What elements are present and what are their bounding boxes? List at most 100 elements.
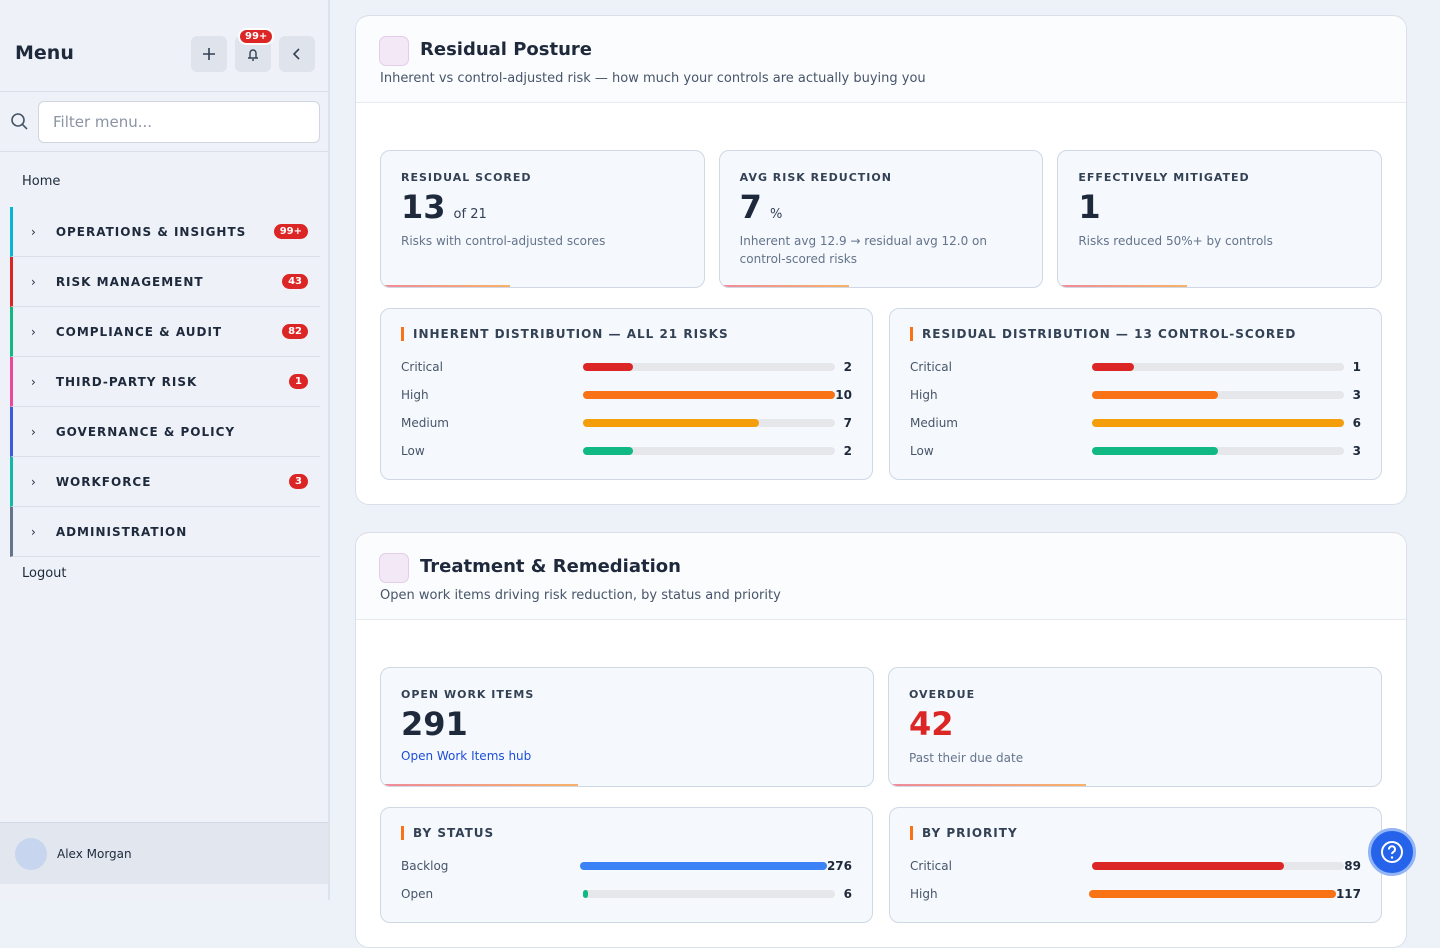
row-label: Medium xyxy=(401,416,449,430)
stat-label: OPEN WORK ITEMS xyxy=(401,688,535,701)
bar xyxy=(583,363,634,371)
stat-card: EFFECTIVELY MITIGATED 1 Risks reduced 50%+… xyxy=(1057,150,1383,288)
row-value: 276 xyxy=(826,859,852,873)
stat-value: 291 xyxy=(401,705,468,743)
stat-value: 7 xyxy=(739,188,762,226)
filter-input[interactable]: Filter menu... xyxy=(38,101,320,143)
row-label: Critical xyxy=(401,360,443,374)
bar xyxy=(583,391,835,399)
card-accent xyxy=(381,285,511,287)
panel-icon xyxy=(379,36,409,66)
bar xyxy=(1092,419,1344,427)
menu-section[interactable]: › RISK MANAGEMENT 43 xyxy=(10,257,320,307)
bar-track xyxy=(583,391,835,399)
help-icon xyxy=(1381,841,1403,863)
stat-note: Risks with control-adjusted scores xyxy=(401,234,606,248)
bar xyxy=(1092,363,1134,371)
section-badge: 99+ xyxy=(273,224,308,239)
distribution-row-item: High 3 xyxy=(910,381,1361,409)
bar-track xyxy=(583,419,835,427)
add-button[interactable] xyxy=(191,36,227,72)
bar-track xyxy=(1088,890,1336,898)
row-label: Critical xyxy=(910,360,952,374)
distribution-row-item: Medium 7 xyxy=(401,409,852,437)
bar-track xyxy=(579,862,827,870)
card-accent xyxy=(1058,285,1188,287)
notification-badge: 99+ xyxy=(238,28,275,45)
menu-section[interactable]: › WORKFORCE 3 xyxy=(10,457,320,507)
card-accent xyxy=(381,784,578,786)
section-badge: 3 xyxy=(289,474,308,489)
row-value: 117 xyxy=(1335,887,1361,901)
distribution-row-item: Low 2 xyxy=(401,437,852,465)
bar-track xyxy=(1092,391,1344,399)
stat-card: AVG RISK REDUCTION 7% Inherent avg 12.9 → … xyxy=(718,150,1044,288)
bell-icon xyxy=(248,49,258,61)
bar xyxy=(1092,447,1218,455)
stat-row: RESIDUAL SCORED 13 of 21 Risks with control… xyxy=(356,150,1406,288)
distribution-title: RESIDUAL DISTRIBUTION — 13 CONTROL-SCORE… xyxy=(910,327,1361,341)
row-label: Low xyxy=(401,444,425,458)
row-value: 6 xyxy=(1352,416,1361,430)
stat-note: Risks reduced 50%+ by controls xyxy=(1078,234,1273,248)
stat-suffix: of 21 xyxy=(453,207,487,222)
stat-value: 42 xyxy=(909,705,954,743)
distribution-row: INHERENT DISTRIBUTION — ALL 21 RISKS Crit… xyxy=(356,308,1406,480)
distribution-title: BY STATUS xyxy=(401,826,852,840)
row-value: 3 xyxy=(1352,388,1361,402)
distribution-row-item: Open 6 xyxy=(401,880,852,908)
distribution-row-item: Low 3 xyxy=(910,437,1361,465)
section-badge: 82 xyxy=(282,324,308,339)
search-row: Filter menu... xyxy=(0,92,328,152)
panel-header: Treatment & Remediation Open work items d… xyxy=(356,533,1406,620)
menu-section[interactable]: › GOVERNANCE & POLICY xyxy=(10,407,320,457)
collapse-button[interactable] xyxy=(279,36,315,72)
chevron: › xyxy=(31,374,36,389)
panel-title: Treatment & Remediation xyxy=(420,556,681,577)
card-accent xyxy=(889,784,1086,786)
stat-label: AVG RISK REDUCTION xyxy=(739,171,892,184)
help-button[interactable] xyxy=(1368,828,1416,876)
bar-track xyxy=(583,363,835,371)
section-label: GOVERNANCE & POLICY xyxy=(55,424,236,439)
stat-link[interactable]: Open Work Items hub xyxy=(401,749,532,763)
menu-section[interactable]: › COMPLIANCE & AUDIT 82 xyxy=(10,307,320,357)
bar-track xyxy=(1092,363,1344,371)
notifications-button[interactable]: 99+ xyxy=(235,28,275,72)
row-value: 1 xyxy=(1352,360,1361,374)
menu-section[interactable]: › ADMINISTRATION xyxy=(10,507,320,557)
avatar xyxy=(15,837,47,870)
menu-title: Menu xyxy=(15,42,74,64)
bar xyxy=(1092,391,1218,399)
plus-icon xyxy=(203,48,215,60)
stat-value-row: 13 of 21 xyxy=(401,188,684,226)
menu-section[interactable]: › THIRD-PARTY RISK 1 xyxy=(10,357,320,407)
sidebar-header: Menu 99+ xyxy=(0,0,328,92)
chevron: › xyxy=(31,424,36,439)
stat-note: Inherent avg 12.9 → residual avg 12.0 on… xyxy=(739,234,988,266)
menu-section[interactable]: › OPERATIONS & INSIGHTS 99+ xyxy=(10,207,320,257)
logout-link[interactable]: Logout xyxy=(22,566,67,581)
distribution-card: RESIDUAL DISTRIBUTION — 13 CONTROL-SCORE… xyxy=(889,308,1382,480)
stat-value-row: 1 xyxy=(1078,188,1361,226)
row-value: 2 xyxy=(843,360,852,374)
chevron: › xyxy=(31,524,36,539)
sidebar: Menu 99+ Filter menu... Home › OPERATIONS… xyxy=(0,0,330,900)
distribution-card: BY PRIORITY Critical 89 High 117 xyxy=(889,807,1382,923)
row-label: Low xyxy=(910,444,934,458)
section-label: OPERATIONS & INSIGHTS xyxy=(55,224,247,239)
stat-value-row: 291 xyxy=(401,705,853,743)
bar-track xyxy=(1092,862,1344,870)
row-value: 10 xyxy=(835,388,852,402)
bar-track xyxy=(1092,447,1344,455)
stat-value-row: 7% xyxy=(740,188,1023,226)
card-accent xyxy=(719,285,849,287)
home-link[interactable]: Home xyxy=(22,174,61,189)
panel: Treatment & Remediation Open work items d… xyxy=(355,532,1407,948)
panel: Residual Posture Inherent vs control-adju… xyxy=(355,15,1407,505)
panel-title: Residual Posture xyxy=(420,39,593,60)
distribution-row-item: High 10 xyxy=(401,381,852,409)
row-label: Open xyxy=(401,887,434,901)
distribution-row-item: Backlog 276 xyxy=(401,852,852,880)
row-label: High xyxy=(401,388,429,402)
